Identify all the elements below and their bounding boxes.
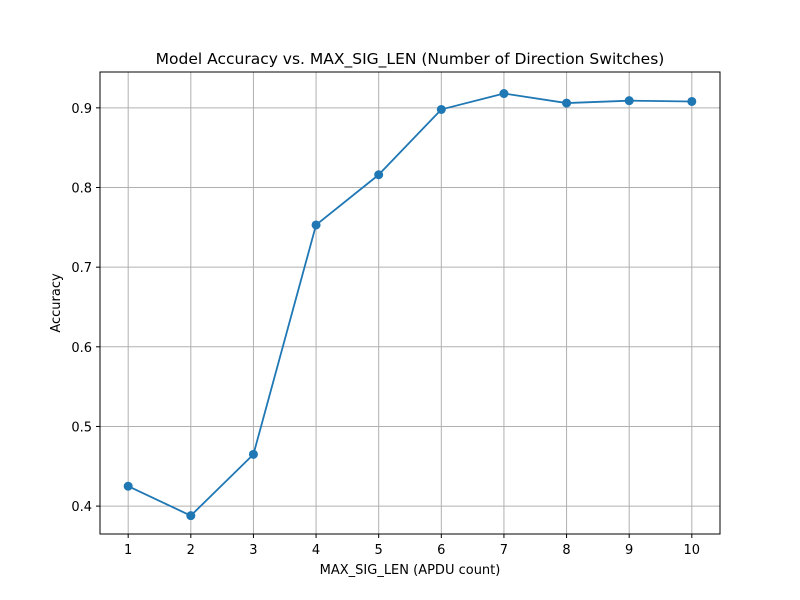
chart-title: Model Accuracy vs. MAX_SIG_LEN (Number o… [156, 50, 665, 69]
data-point-marker [436, 104, 446, 114]
data-point-marker [499, 89, 509, 99]
data-point-marker [248, 449, 258, 459]
x-tick-label: 4 [312, 543, 320, 558]
plot-area-frame [99, 71, 721, 535]
y-tick-label: 0.8 [71, 182, 92, 197]
data-point-marker [311, 220, 321, 230]
series-line [127, 92, 692, 517]
data-point-marker [123, 481, 133, 491]
y-tick-label: 0.5 [71, 420, 92, 435]
x-tick-label: 9 [625, 543, 633, 558]
data-point-marker [562, 98, 572, 108]
data-point-marker [186, 511, 196, 521]
x-tick-label: 3 [249, 543, 257, 558]
x-tick-label: 10 [684, 543, 701, 558]
y-tick-label: 0.7 [71, 261, 92, 276]
data-point-marker [687, 96, 697, 106]
x-tick-label: 2 [187, 543, 195, 558]
y-tick-label: 0.6 [71, 341, 92, 356]
gridlines [100, 72, 720, 534]
x-axis-label: MAX_SIG_LEN (APDU count) [320, 563, 501, 578]
x-tick-label: 8 [562, 543, 570, 558]
y-tick-label: 0.9 [71, 102, 92, 117]
axis-ticks: 1 2 3 4 5 6 7 8 9 10 0.4 0.5 0.6 0.7 0.8 0.9 [71, 102, 700, 558]
x-tick-label: 1 [124, 543, 132, 558]
y-axis-label: Accuracy [49, 273, 64, 333]
y-tick-label: 0.4 [71, 500, 92, 515]
data-series [123, 89, 697, 521]
x-tick-label: 5 [375, 543, 383, 558]
x-tick-label: 6 [437, 543, 445, 558]
x-tick-label: 7 [500, 543, 508, 558]
data-point-marker [374, 170, 384, 180]
data-point-marker [624, 96, 634, 106]
